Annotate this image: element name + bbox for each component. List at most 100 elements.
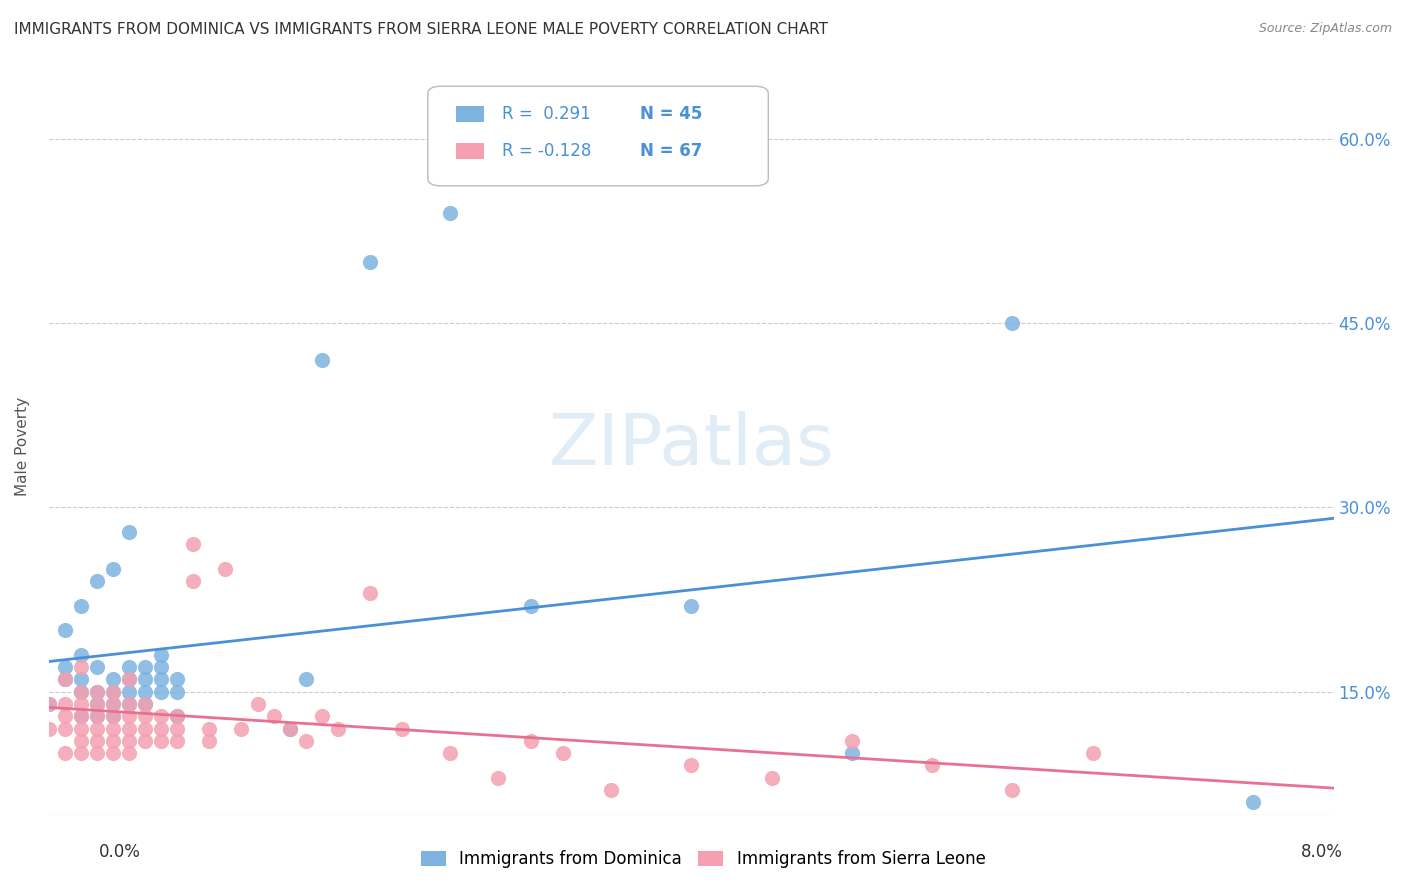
Point — [86, 722, 108, 736]
Point — [70, 709, 93, 723]
Y-axis label: Male Poverty: Male Poverty — [15, 396, 30, 496]
Point — [681, 599, 703, 613]
Point — [841, 746, 863, 760]
Point — [38, 697, 60, 711]
Bar — [456, 143, 484, 160]
Point — [70, 684, 93, 698]
Point — [118, 697, 141, 711]
Point — [38, 722, 60, 736]
Point — [278, 722, 301, 736]
Point — [101, 697, 124, 711]
Point — [198, 722, 221, 736]
Point — [86, 709, 108, 723]
Point — [1001, 783, 1024, 797]
Point — [150, 673, 173, 687]
Point — [681, 758, 703, 772]
Point — [70, 697, 93, 711]
Point — [166, 709, 188, 723]
Point — [134, 722, 156, 736]
Point — [70, 746, 93, 760]
Point — [841, 734, 863, 748]
Point — [214, 562, 236, 576]
Point — [38, 697, 60, 711]
Point — [53, 673, 76, 687]
Point — [86, 697, 108, 711]
Point — [391, 722, 413, 736]
Point — [134, 734, 156, 748]
Point — [118, 684, 141, 698]
Point — [181, 537, 204, 551]
Legend: Immigrants from Dominica, Immigrants from Sierra Leone: Immigrants from Dominica, Immigrants fro… — [413, 844, 993, 875]
Point — [439, 205, 461, 219]
Point — [70, 648, 93, 662]
Point — [118, 524, 141, 539]
Point — [263, 709, 285, 723]
Point — [359, 254, 381, 268]
Point — [1241, 795, 1264, 809]
Point — [86, 684, 108, 698]
Point — [118, 673, 141, 687]
Point — [166, 722, 188, 736]
Point — [101, 684, 124, 698]
Point — [118, 709, 141, 723]
Point — [166, 684, 188, 698]
Point — [101, 673, 124, 687]
Point — [181, 574, 204, 589]
Point — [101, 709, 124, 723]
Point — [198, 734, 221, 748]
Point — [761, 771, 783, 785]
Text: R = -0.128: R = -0.128 — [502, 142, 592, 161]
Point — [86, 574, 108, 589]
Point — [101, 746, 124, 760]
Text: 8.0%: 8.0% — [1301, 843, 1343, 861]
Text: IMMIGRANTS FROM DOMINICA VS IMMIGRANTS FROM SIERRA LEONE MALE POVERTY CORRELATIO: IMMIGRANTS FROM DOMINICA VS IMMIGRANTS F… — [14, 22, 828, 37]
Point — [70, 673, 93, 687]
Point — [86, 734, 108, 748]
Point — [134, 697, 156, 711]
Point — [134, 673, 156, 687]
Point — [134, 684, 156, 698]
Point — [1081, 746, 1104, 760]
FancyBboxPatch shape — [427, 87, 768, 186]
Point — [101, 697, 124, 711]
Point — [101, 722, 124, 736]
Point — [118, 660, 141, 674]
Text: ZIPatlas: ZIPatlas — [548, 411, 834, 481]
Point — [519, 734, 541, 748]
Point — [118, 722, 141, 736]
Point — [134, 697, 156, 711]
Point — [118, 697, 141, 711]
Text: 0.0%: 0.0% — [98, 843, 141, 861]
Point — [294, 673, 316, 687]
Point — [53, 673, 76, 687]
Point — [118, 746, 141, 760]
Point — [311, 709, 333, 723]
Point — [53, 697, 76, 711]
Point — [150, 709, 173, 723]
Point — [311, 353, 333, 368]
Point — [519, 599, 541, 613]
Point — [150, 684, 173, 698]
Point — [53, 722, 76, 736]
Point — [150, 648, 173, 662]
Bar — [456, 106, 484, 122]
Point — [86, 709, 108, 723]
Point — [53, 709, 76, 723]
Point — [101, 684, 124, 698]
Point — [921, 758, 943, 772]
Point — [166, 709, 188, 723]
Text: N = 67: N = 67 — [640, 142, 702, 161]
Point — [70, 734, 93, 748]
Point — [150, 734, 173, 748]
Point — [231, 722, 253, 736]
Text: Source: ZipAtlas.com: Source: ZipAtlas.com — [1258, 22, 1392, 36]
Point — [551, 746, 574, 760]
Point — [118, 673, 141, 687]
Point — [70, 722, 93, 736]
Point — [101, 734, 124, 748]
Point — [150, 660, 173, 674]
Point — [53, 624, 76, 638]
Point — [134, 709, 156, 723]
Point — [294, 734, 316, 748]
Point — [86, 684, 108, 698]
